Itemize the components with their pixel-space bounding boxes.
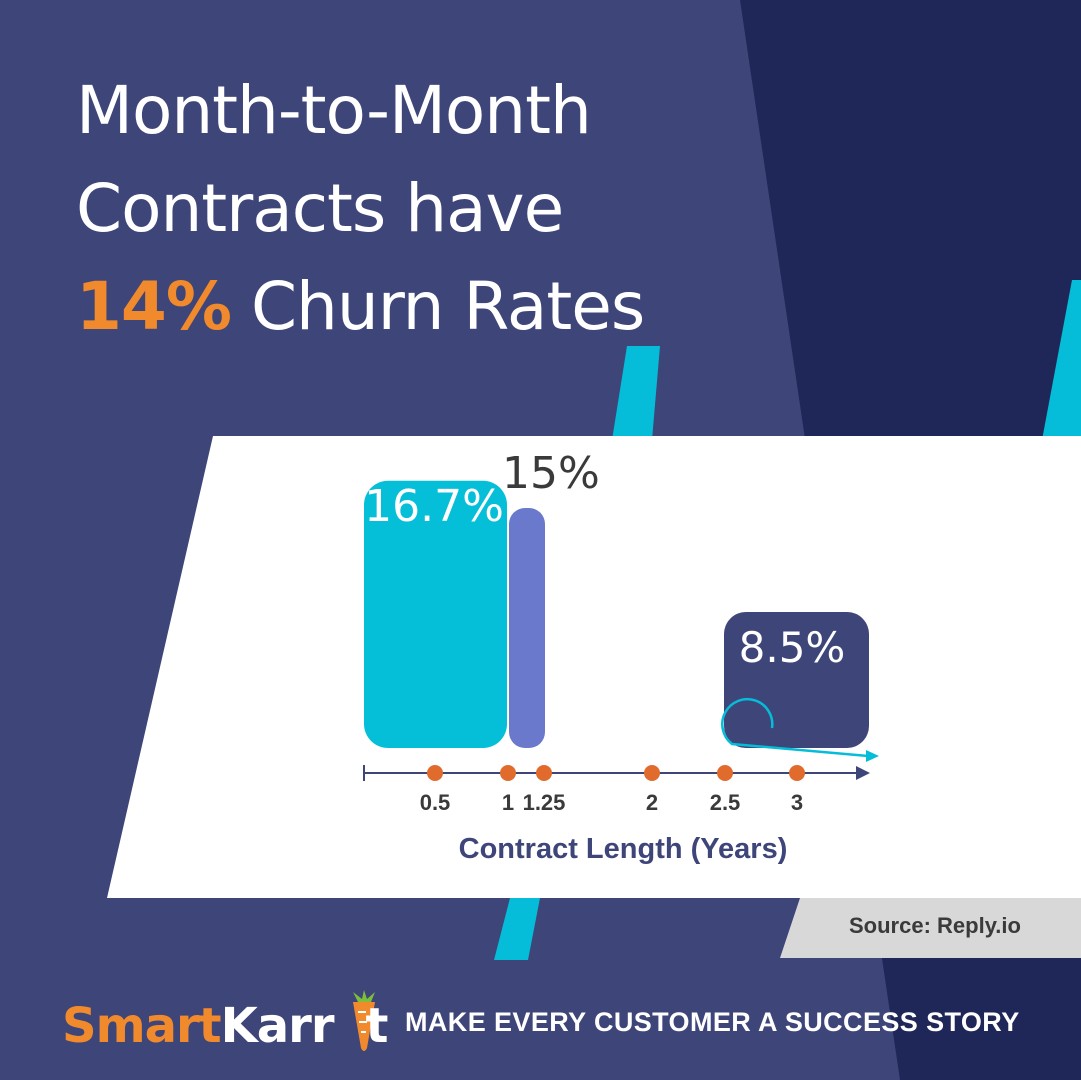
x-axis-arrowhead (856, 766, 870, 780)
chart-panel (107, 436, 1081, 898)
renewal-arrowhead-icon (866, 750, 879, 762)
source-label: Source: Reply.io (849, 913, 1021, 938)
tagline: MAKE EVERY CUSTOMER A SUCCESS STORY (405, 1007, 1020, 1037)
headline-line-1: Month-to-Month (76, 72, 592, 149)
logo-word-karrot-end: t (365, 998, 389, 1054)
ticks-layer: 0.5 1 1.25 2 2.5 3 (420, 765, 805, 815)
renewal-arrow-icon (721, 698, 869, 758)
cyan-stripe-right (1042, 280, 1081, 440)
tick-dot-2_5 (717, 765, 733, 781)
cyan-stripe-lower (494, 898, 540, 960)
source-band (780, 898, 1081, 958)
tick-dot-2 (644, 765, 660, 781)
tick-dot-3 (789, 765, 805, 781)
cyan-stripe-upper (612, 346, 660, 440)
smartkarrot-logo: Smart Karr t (62, 984, 389, 1054)
headline-line-3: 14% Churn Rates (76, 258, 645, 356)
axis-layer (363, 765, 870, 781)
bar-0_5 (364, 480, 507, 748)
tick-dot-1 (500, 765, 516, 781)
bars-layer: 16.7%15% 8.5% (364, 448, 879, 762)
x-axis-title: Contract Length (Years) (459, 833, 788, 865)
bar-1 (509, 508, 545, 748)
bar-3 (724, 612, 869, 748)
bar-value-label-3: 8.5% (739, 623, 846, 672)
tick-label-2_5: 2.5 (710, 790, 741, 815)
tick-label-3: 3 (791, 790, 803, 815)
headline: Month-to-Month Contracts have 14% Churn … (76, 62, 645, 356)
tick-dot-1_25 (536, 765, 552, 781)
tick-label-2: 2 (646, 790, 658, 815)
logo-word-smart: Smart (62, 998, 222, 1054)
headline-line-2: Contracts have (76, 170, 564, 247)
tick-label-1: 1 (502, 790, 514, 815)
bar-value-label-1: 15% (502, 448, 600, 499)
tick-dot-0_5 (427, 765, 443, 781)
logo-word-karrot: Karr (220, 998, 335, 1054)
headline-line-3-rest: Churn Rates (230, 268, 645, 345)
headline-highlight: 14% (76, 268, 232, 345)
tick-label-1_25: 1.25 (523, 790, 566, 815)
tick-label-0_5: 0.5 (420, 790, 451, 815)
carrot-icon (353, 990, 375, 1051)
bar-value-label-0_5: 16.7% (364, 481, 504, 532)
